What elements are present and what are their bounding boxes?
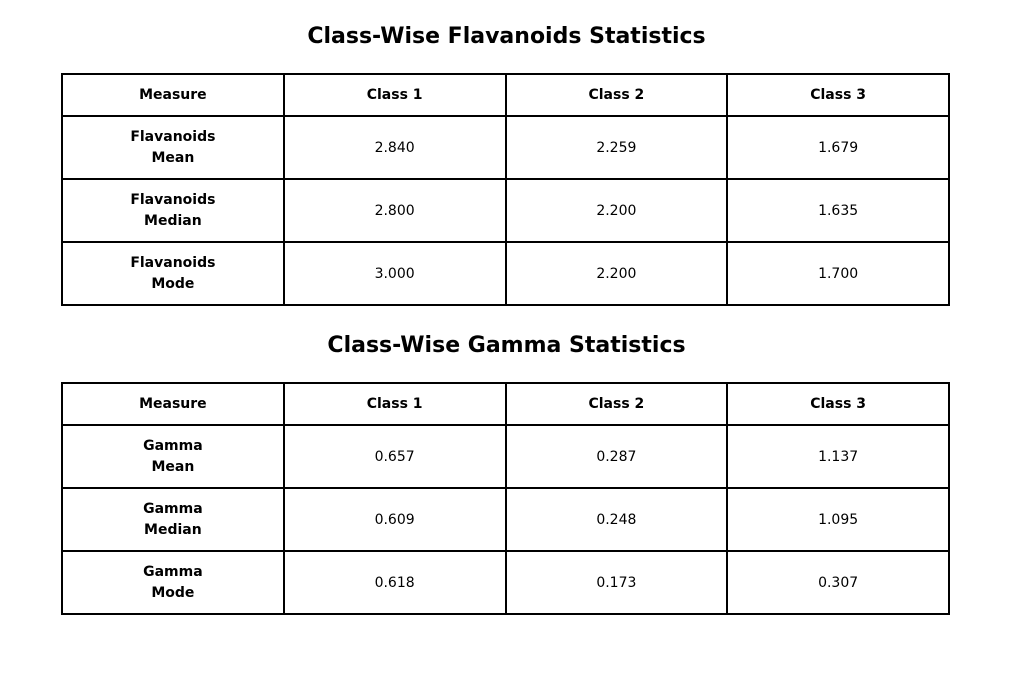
value-cell: 1.137 [726, 424, 950, 489]
value-cell: 3.000 [282, 241, 507, 306]
table-row: Gamma Mean 0.657 0.287 1.137 [61, 424, 950, 489]
header-cell-class-2: Class 2 [504, 73, 729, 117]
value-cell: 0.287 [504, 424, 729, 489]
measure-line: Mode [151, 275, 195, 292]
header-cell-class-2: Class 2 [504, 382, 729, 426]
table-row: Flavanoids Median 2.800 2.200 1.635 [61, 178, 950, 243]
value-cell: 2.800 [282, 178, 507, 243]
gamma-statistics-table: Measure Class 1 Class 2 Class 3 Gamma Me… [61, 382, 950, 615]
table-row: Flavanoids Mode 3.000 2.200 1.700 [61, 241, 950, 306]
value-cell: 0.248 [504, 487, 729, 552]
measure-cell: Gamma Mean [61, 424, 285, 489]
value-cell: 2.200 [504, 178, 729, 243]
measure-cell: Flavanoids Mean [61, 115, 285, 180]
table-header-row: Measure Class 1 Class 2 Class 3 [61, 73, 950, 117]
measure-cell: Flavanoids Mode [61, 241, 285, 306]
value-cell: 2.259 [504, 115, 729, 180]
value-cell: 2.200 [504, 241, 729, 306]
gamma-table-title: Class-Wise Gamma Statistics [327, 333, 686, 358]
value-cell: 1.679 [726, 115, 950, 180]
flavanoids-table-title: Class-Wise Flavanoids Statistics [307, 24, 706, 49]
measure-line: Mean [151, 458, 195, 475]
flavanoids-section: Class-Wise Flavanoids Statistics Measure… [61, 20, 950, 306]
header-cell-measure: Measure [61, 382, 285, 426]
measure-line: Median [144, 521, 202, 538]
measure-line: Flavanoids [130, 191, 216, 208]
measure-line: Mode [151, 584, 195, 601]
value-cell: 1.095 [726, 487, 950, 552]
value-cell: 0.307 [726, 550, 950, 615]
value-cell: 2.840 [282, 115, 507, 180]
measure-line: Gamma [143, 437, 203, 454]
table-row: Gamma Median 0.609 0.248 1.095 [61, 487, 950, 552]
table-row: Gamma Mode 0.618 0.173 0.307 [61, 550, 950, 615]
measure-line: Median [144, 212, 202, 229]
value-cell: 0.618 [282, 550, 507, 615]
measure-line: Flavanoids [130, 254, 216, 271]
value-cell: 0.609 [282, 487, 507, 552]
header-cell-class-3: Class 3 [726, 382, 950, 426]
header-cell-class-1: Class 1 [282, 382, 507, 426]
measure-line: Flavanoids [130, 128, 216, 145]
measure-line: Gamma [143, 500, 203, 517]
gamma-section: Class-Wise Gamma Statistics Measure Clas… [61, 329, 950, 615]
value-cell: 1.635 [726, 178, 950, 243]
flavanoids-statistics-table: Measure Class 1 Class 2 Class 3 Flavanoi… [61, 73, 950, 306]
measure-line: Mean [151, 149, 195, 166]
header-cell-class-1: Class 1 [282, 73, 507, 117]
measure-line: Gamma [143, 563, 203, 580]
table-row: Flavanoids Mean 2.840 2.259 1.679 [61, 115, 950, 180]
header-cell-measure: Measure [61, 73, 285, 117]
table-header-row: Measure Class 1 Class 2 Class 3 [61, 382, 950, 426]
value-cell: 1.700 [726, 241, 950, 306]
header-cell-class-3: Class 3 [726, 73, 950, 117]
measure-cell: Flavanoids Median [61, 178, 285, 243]
measure-cell: Gamma Mode [61, 550, 285, 615]
value-cell: 0.173 [504, 550, 729, 615]
value-cell: 0.657 [282, 424, 507, 489]
measure-cell: Gamma Median [61, 487, 285, 552]
